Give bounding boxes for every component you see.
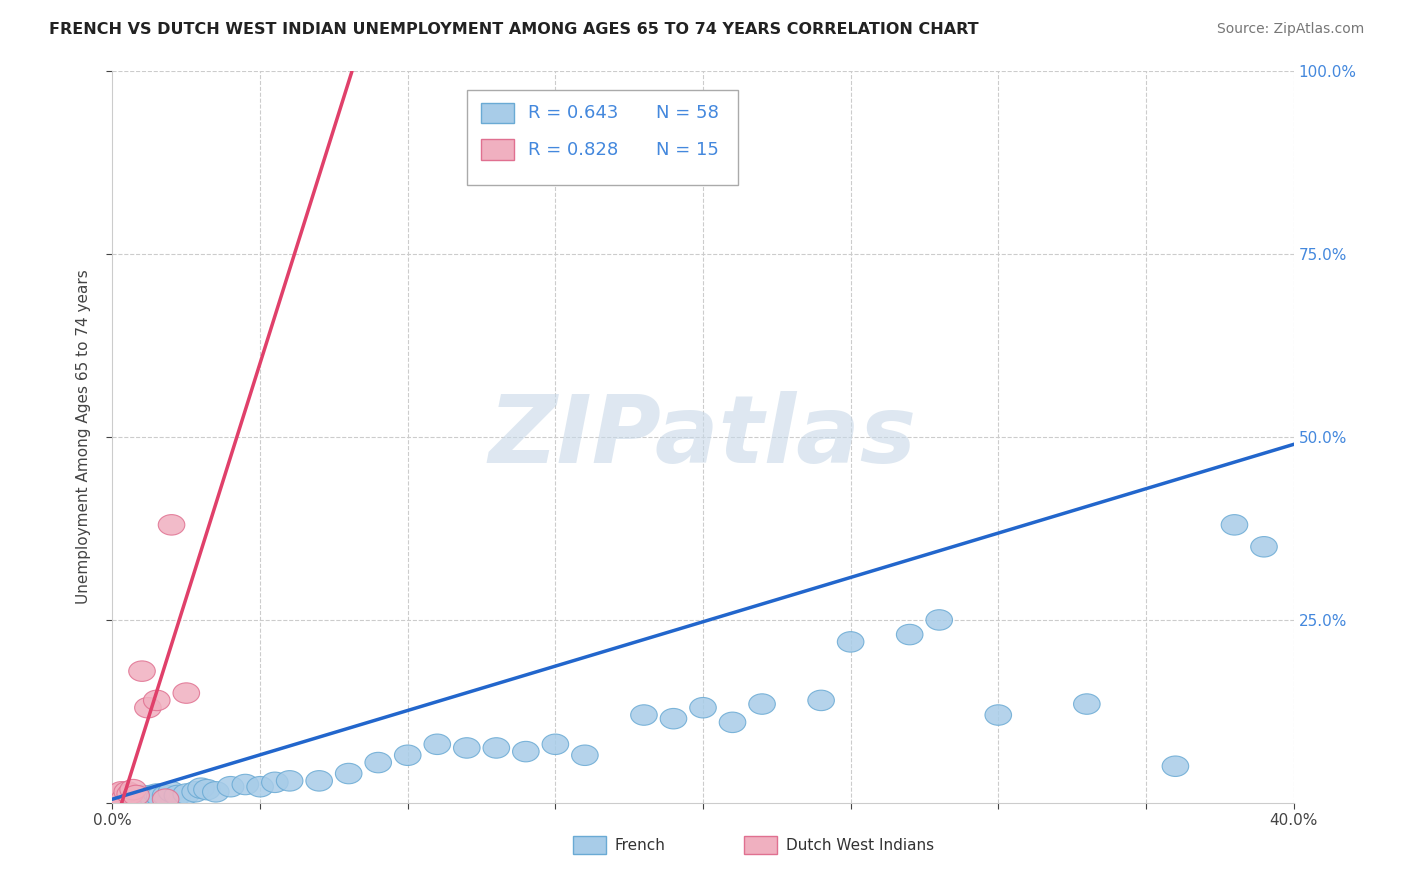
Ellipse shape [690,698,716,718]
Ellipse shape [135,698,162,718]
Ellipse shape [218,776,243,797]
Ellipse shape [336,764,361,784]
Ellipse shape [146,787,173,807]
Ellipse shape [1163,756,1188,776]
Ellipse shape [202,781,229,802]
Ellipse shape [159,515,184,535]
Y-axis label: Unemployment Among Ages 65 to 74 years: Unemployment Among Ages 65 to 74 years [76,269,91,605]
Ellipse shape [159,781,184,802]
Ellipse shape [1251,537,1277,557]
Ellipse shape [129,789,155,809]
Ellipse shape [111,789,138,809]
Ellipse shape [1074,694,1099,714]
Ellipse shape [484,738,509,758]
Ellipse shape [307,771,332,791]
FancyBboxPatch shape [744,836,778,854]
Ellipse shape [897,624,922,645]
Text: R = 0.828: R = 0.828 [529,141,619,159]
Ellipse shape [120,789,146,810]
Ellipse shape [122,785,149,805]
Ellipse shape [117,789,143,809]
Ellipse shape [808,690,834,711]
Text: ZIPatlas: ZIPatlas [489,391,917,483]
Ellipse shape [111,789,138,809]
Ellipse shape [165,785,191,805]
Ellipse shape [366,752,391,772]
Ellipse shape [838,632,863,652]
Ellipse shape [143,690,170,711]
Ellipse shape [105,784,132,805]
Ellipse shape [105,791,132,812]
Ellipse shape [232,774,259,795]
Text: R = 0.643: R = 0.643 [529,104,619,122]
Ellipse shape [543,734,568,755]
Ellipse shape [120,786,146,806]
Ellipse shape [135,789,162,809]
Ellipse shape [108,790,135,811]
Ellipse shape [181,781,208,802]
Ellipse shape [395,745,420,765]
Ellipse shape [188,778,214,798]
Ellipse shape [132,787,159,807]
Ellipse shape [247,776,273,797]
Ellipse shape [173,683,200,703]
Ellipse shape [262,772,288,793]
Ellipse shape [720,712,745,732]
Ellipse shape [100,789,125,809]
Text: FRENCH VS DUTCH WEST INDIAN UNEMPLOYMENT AMONG AGES 65 TO 74 YEARS CORRELATION C: FRENCH VS DUTCH WEST INDIAN UNEMPLOYMENT… [49,22,979,37]
Ellipse shape [103,789,129,809]
Ellipse shape [114,781,141,802]
Ellipse shape [749,694,775,714]
Ellipse shape [513,741,538,762]
Ellipse shape [631,705,657,725]
Ellipse shape [111,785,138,805]
Ellipse shape [194,780,221,800]
Ellipse shape [927,610,952,630]
Ellipse shape [108,787,135,807]
Ellipse shape [114,788,141,808]
Ellipse shape [143,784,170,805]
Ellipse shape [425,734,450,755]
Text: French: French [614,838,665,853]
Ellipse shape [114,790,141,811]
Ellipse shape [173,784,200,805]
Ellipse shape [661,708,686,729]
Ellipse shape [103,787,129,807]
Ellipse shape [152,785,179,805]
Text: N = 58: N = 58 [655,104,718,122]
Ellipse shape [117,784,143,805]
Text: N = 15: N = 15 [655,141,718,159]
Ellipse shape [454,738,479,758]
Ellipse shape [1222,515,1247,535]
Ellipse shape [129,661,155,681]
Ellipse shape [129,785,155,805]
FancyBboxPatch shape [481,103,515,123]
FancyBboxPatch shape [574,836,606,854]
FancyBboxPatch shape [481,139,515,160]
Ellipse shape [120,780,146,800]
Ellipse shape [986,705,1011,725]
Text: Dutch West Indians: Dutch West Indians [786,838,934,853]
Ellipse shape [108,781,135,802]
Text: Source: ZipAtlas.com: Source: ZipAtlas.com [1216,22,1364,37]
Ellipse shape [152,789,179,809]
Ellipse shape [122,790,149,811]
Ellipse shape [125,788,152,808]
FancyBboxPatch shape [467,90,738,185]
Ellipse shape [141,789,167,809]
Ellipse shape [277,771,302,791]
Ellipse shape [138,785,165,805]
Ellipse shape [572,745,598,765]
